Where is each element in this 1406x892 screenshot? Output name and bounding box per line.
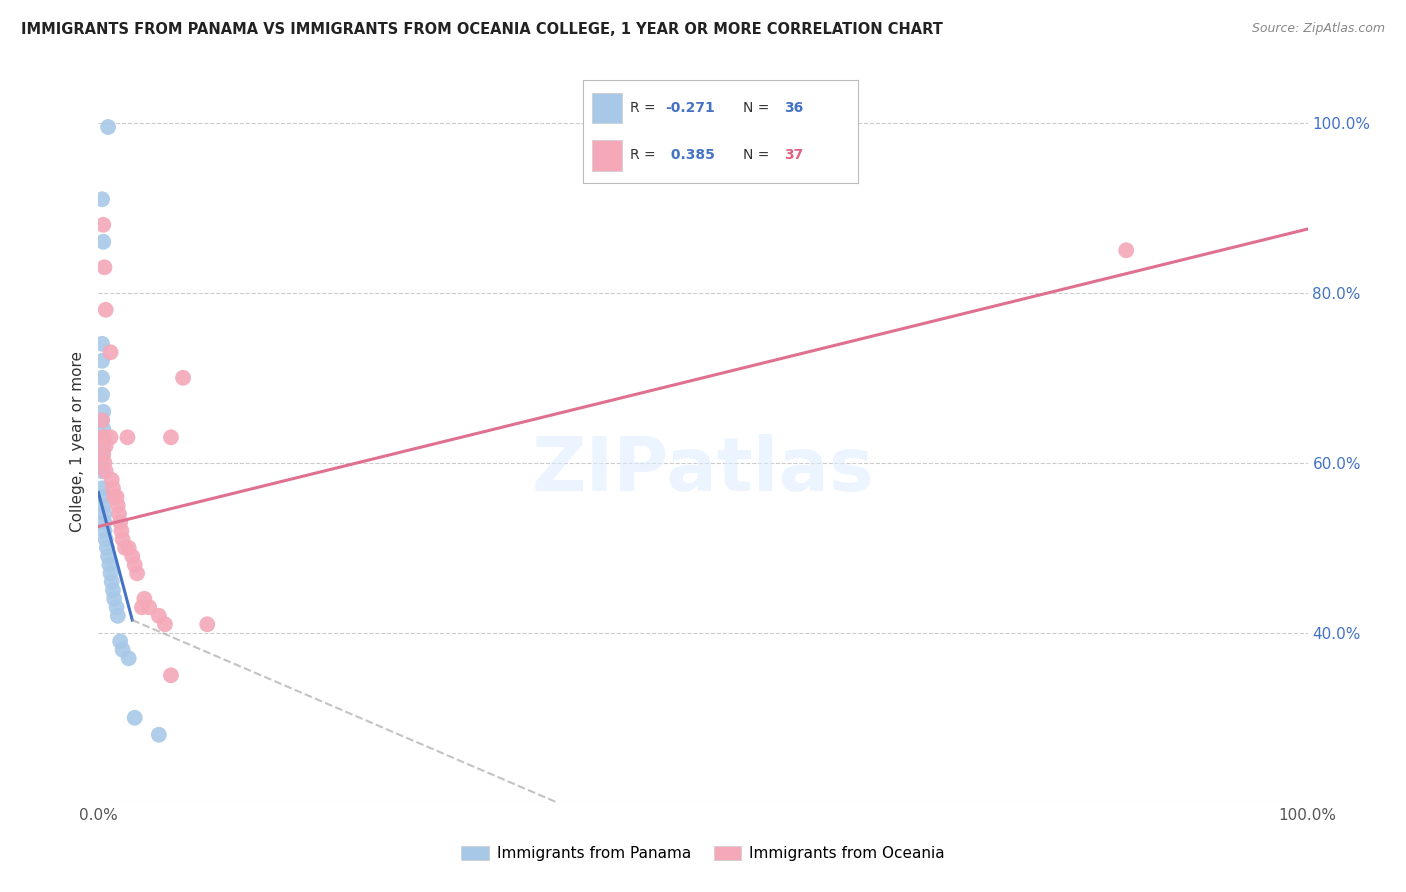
Point (110, 524, 132, 538)
Point (93, 516, 115, 530)
Text: -0.271: -0.271 (666, 101, 716, 115)
Point (91, 490, 114, 504)
Point (94, 464, 117, 478)
Point (91, 413, 114, 427)
Point (93, 524, 115, 538)
Y-axis label: College, 1 year or more: College, 1 year or more (69, 351, 84, 532)
Point (93, 507, 115, 521)
Point (91, 192, 114, 206)
Point (96, 541, 118, 555)
Point (103, 591, 125, 606)
Point (101, 481, 124, 495)
Point (107, 498, 129, 512)
Point (91, 336, 114, 351)
Text: R =: R = (630, 101, 659, 115)
Point (100, 430, 122, 444)
Point (124, 558, 146, 572)
Text: ZIPatlas: ZIPatlas (531, 434, 875, 507)
Point (108, 516, 131, 530)
Text: N =: N = (742, 101, 773, 115)
Point (91, 218, 114, 232)
Point (91, 353, 114, 368)
Text: R =: R = (630, 148, 659, 162)
FancyBboxPatch shape (592, 140, 621, 170)
Point (105, 600, 128, 615)
Point (93, 456, 115, 470)
Point (118, 541, 141, 555)
Point (148, 608, 170, 623)
Point (111, 642, 134, 657)
Point (100, 473, 122, 487)
Point (91, 498, 114, 512)
Text: 36: 36 (783, 101, 803, 115)
Point (127, 566, 149, 581)
Point (121, 549, 143, 564)
Point (108, 507, 131, 521)
Point (101, 583, 124, 598)
Point (107, 608, 129, 623)
Point (148, 728, 170, 742)
Point (91, 405, 114, 419)
Point (97, 549, 120, 564)
Point (91, 464, 114, 478)
Point (114, 541, 136, 555)
Point (91, 235, 114, 249)
Point (118, 651, 141, 665)
Point (131, 600, 153, 615)
Point (91, 371, 114, 385)
Point (100, 566, 122, 581)
Point (105, 490, 128, 504)
Text: 0.385: 0.385 (666, 148, 714, 162)
Text: 37: 37 (783, 148, 803, 162)
Point (91, 456, 114, 470)
Text: IMMIGRANTS FROM PANAMA VS IMMIGRANTS FROM OCEANIA COLLEGE, 1 YEAR OR MORE CORREL: IMMIGRANTS FROM PANAMA VS IMMIGRANTS FRO… (21, 22, 943, 37)
Point (91, 447, 114, 461)
Point (153, 617, 176, 632)
Point (91, 388, 114, 402)
Point (91, 439, 114, 453)
Point (134, 591, 156, 606)
Point (195, 617, 218, 632)
Point (94, 302, 117, 317)
Point (98, 558, 121, 572)
Point (94, 439, 117, 453)
Text: Source: ZipAtlas.com: Source: ZipAtlas.com (1251, 22, 1385, 36)
Point (97, 120, 120, 134)
Point (93, 430, 115, 444)
Text: N =: N = (742, 148, 773, 162)
FancyBboxPatch shape (592, 93, 621, 123)
Point (93, 260, 115, 275)
Point (108, 634, 131, 648)
Point (91, 413, 114, 427)
Point (1115, 244, 1137, 258)
Point (124, 711, 146, 725)
Point (91, 422, 114, 436)
Point (172, 371, 194, 385)
Point (160, 430, 183, 444)
Point (91, 447, 114, 461)
Point (117, 430, 139, 444)
Point (91, 430, 114, 444)
Point (103, 490, 125, 504)
Point (100, 345, 122, 359)
Point (160, 668, 183, 682)
Legend: Immigrants from Panama, Immigrants from Oceania: Immigrants from Panama, Immigrants from … (456, 839, 950, 867)
Point (91, 481, 114, 495)
Point (111, 533, 134, 547)
Point (94, 533, 117, 547)
Point (138, 600, 160, 615)
Point (91, 430, 114, 444)
Point (100, 574, 122, 589)
